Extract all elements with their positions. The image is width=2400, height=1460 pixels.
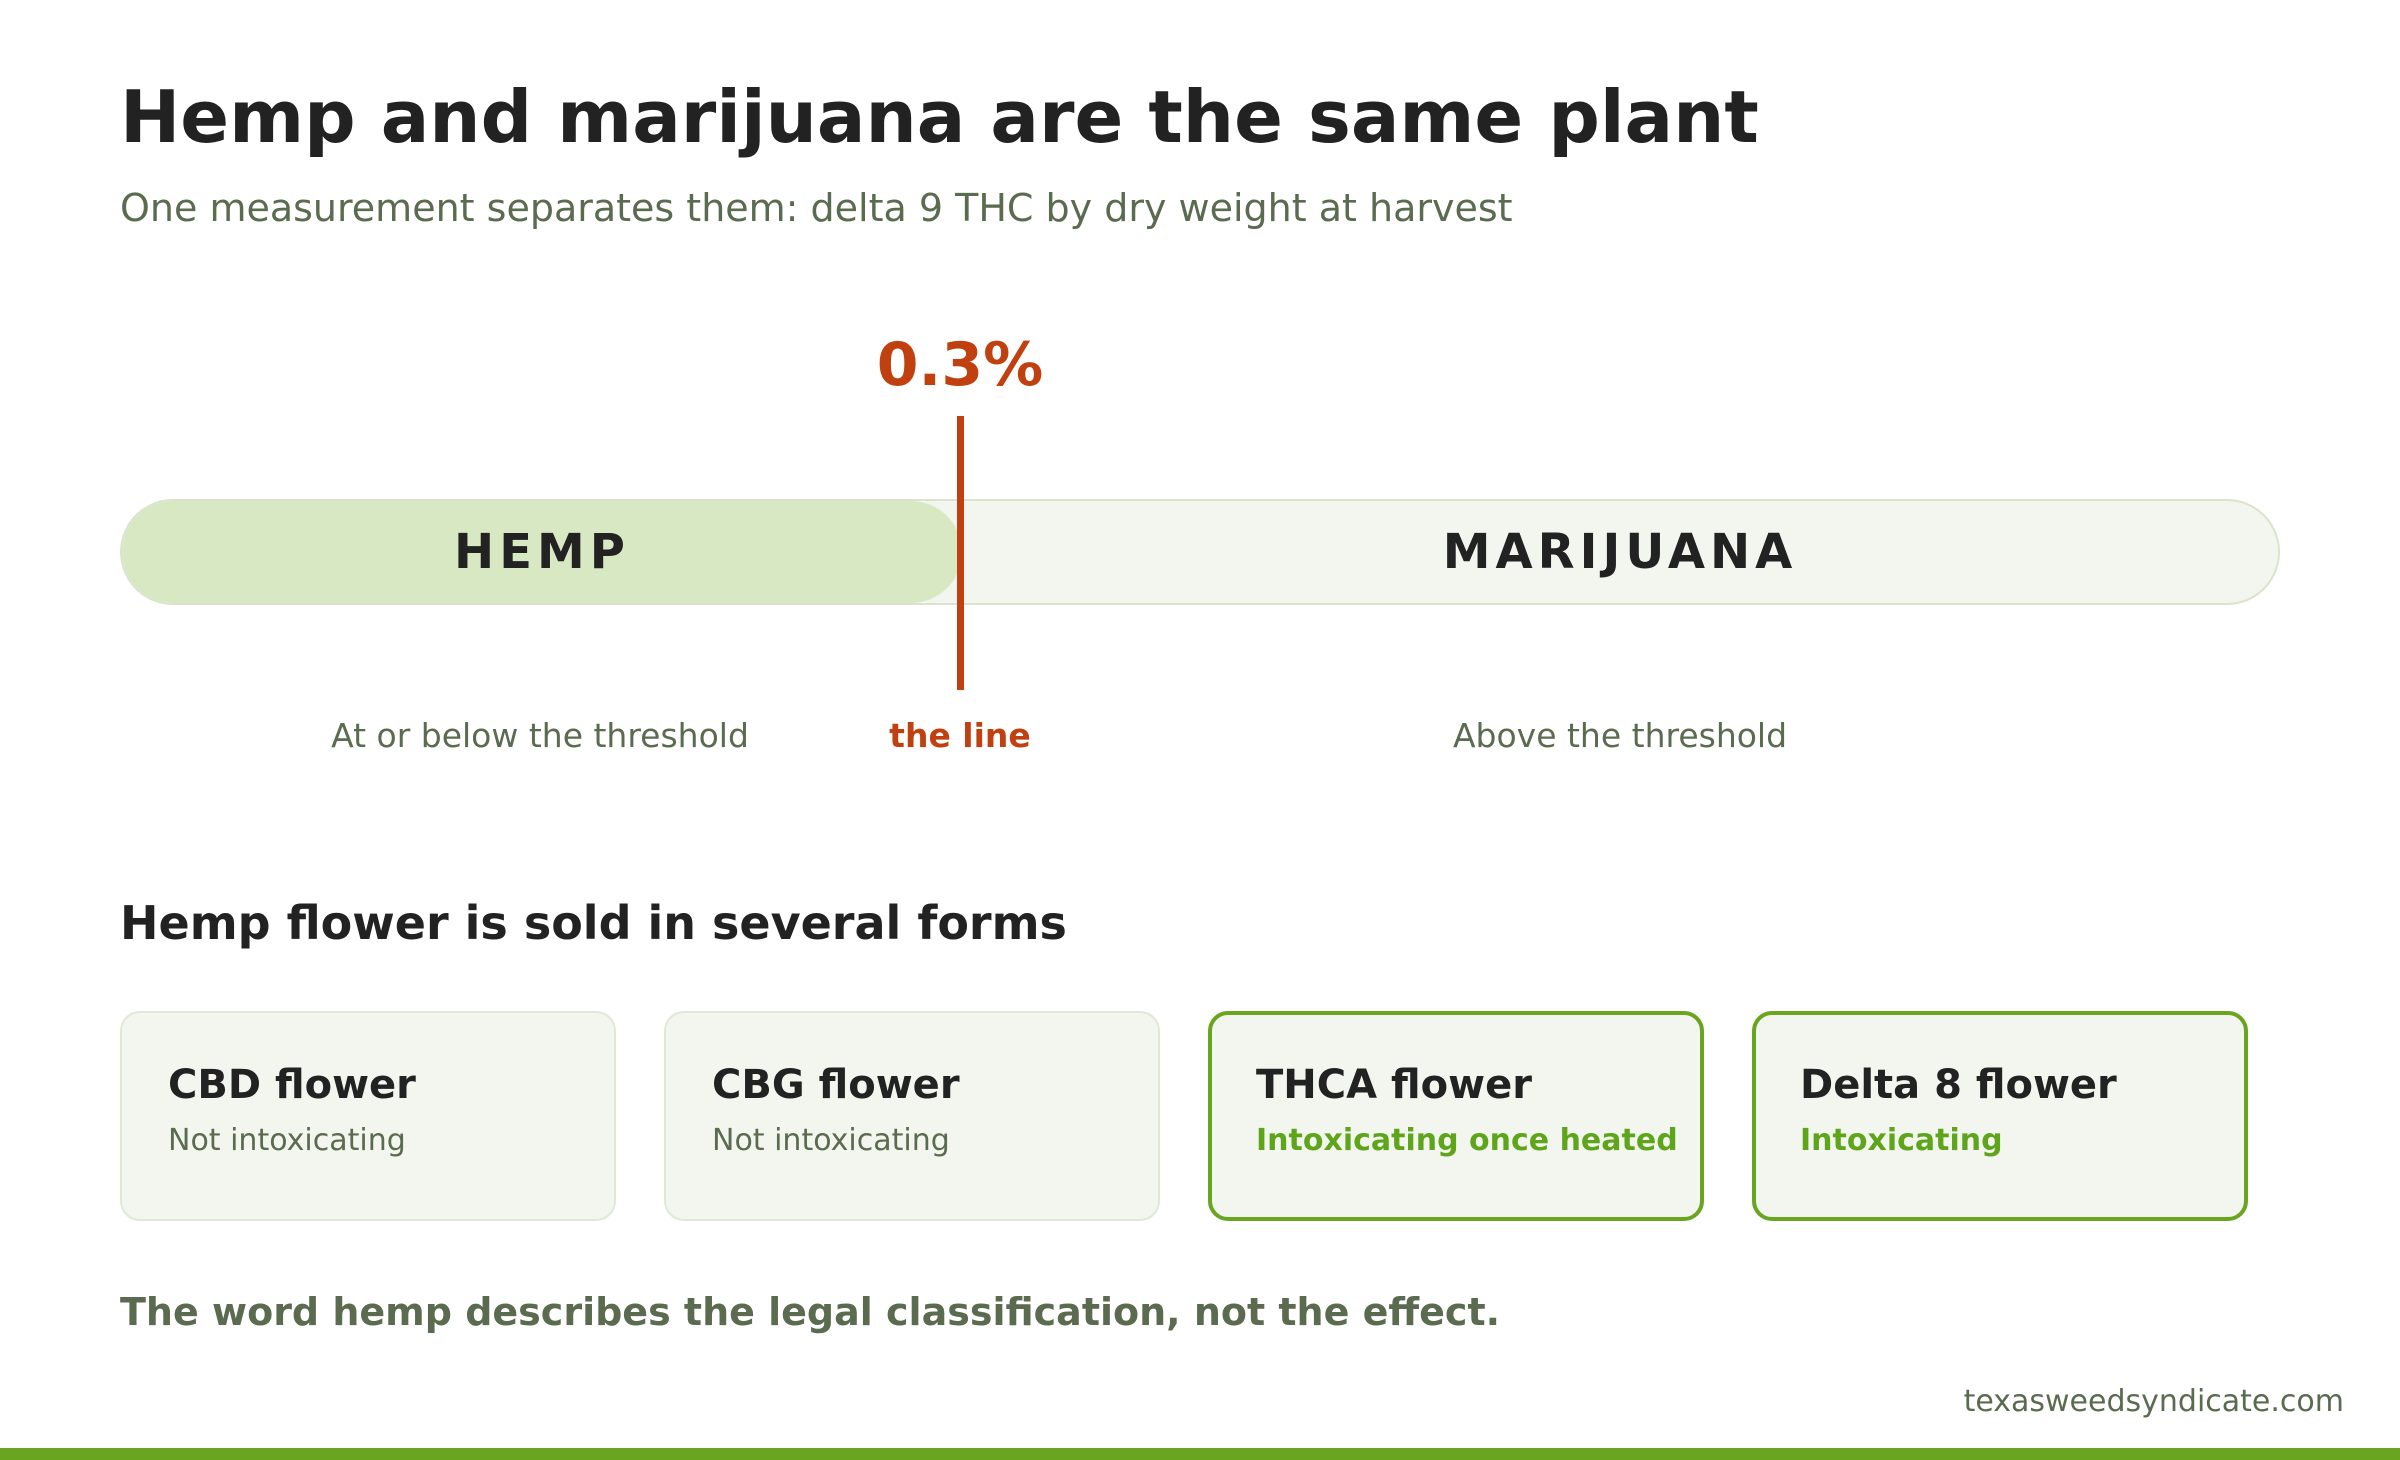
page-title: Hemp and marijuana are the same plant <box>120 75 1759 159</box>
site-credit: texasweedsyndicate.com <box>1963 1384 2344 1419</box>
threshold-line <box>957 416 964 690</box>
hemp-segment <box>122 501 962 603</box>
form-card-title: THCA flower <box>1256 1062 1532 1108</box>
form-card-cbd: CBD flower Not intoxicating <box>120 1011 616 1221</box>
form-card-title: CBG flower <box>712 1062 960 1108</box>
form-card-status: Intoxicating <box>1800 1123 2003 1158</box>
form-cards: CBD flower Not intoxicating CBG flower N… <box>120 1011 2248 1221</box>
form-card-title: Delta 8 flower <box>1800 1062 2117 1108</box>
classification-bar: HEMP MARIJUANA <box>120 499 2280 605</box>
form-card-status: Intoxicating once heated <box>1256 1123 1678 1158</box>
page-subtitle: One measurement separates them: delta 9 … <box>120 186 1513 230</box>
form-card-title: CBD flower <box>168 1062 416 1108</box>
marijuana-segment-label: MARIJUANA <box>1442 524 1798 580</box>
threshold-value: 0.3% <box>876 330 1044 400</box>
threshold-line-label: the line <box>889 716 1031 755</box>
above-threshold-label: Above the threshold <box>1452 716 1788 755</box>
footnote: The word hemp describes the legal classi… <box>120 1290 1501 1334</box>
below-threshold-label: At or below the threshold <box>331 716 749 755</box>
form-card-cbg: CBG flower Not intoxicating <box>664 1011 1160 1221</box>
form-card-thca: THCA flower Intoxicating once heated <box>1208 1011 1704 1221</box>
form-card-status: Not intoxicating <box>712 1123 950 1158</box>
forms-heading: Hemp flower is sold in several forms <box>120 896 1067 950</box>
form-card-status: Not intoxicating <box>168 1123 406 1158</box>
hemp-segment-label: HEMP <box>454 524 630 580</box>
form-card-delta-8: Delta 8 flower Intoxicating <box>1752 1011 2248 1221</box>
bottom-accent-stripe <box>0 1448 2400 1460</box>
